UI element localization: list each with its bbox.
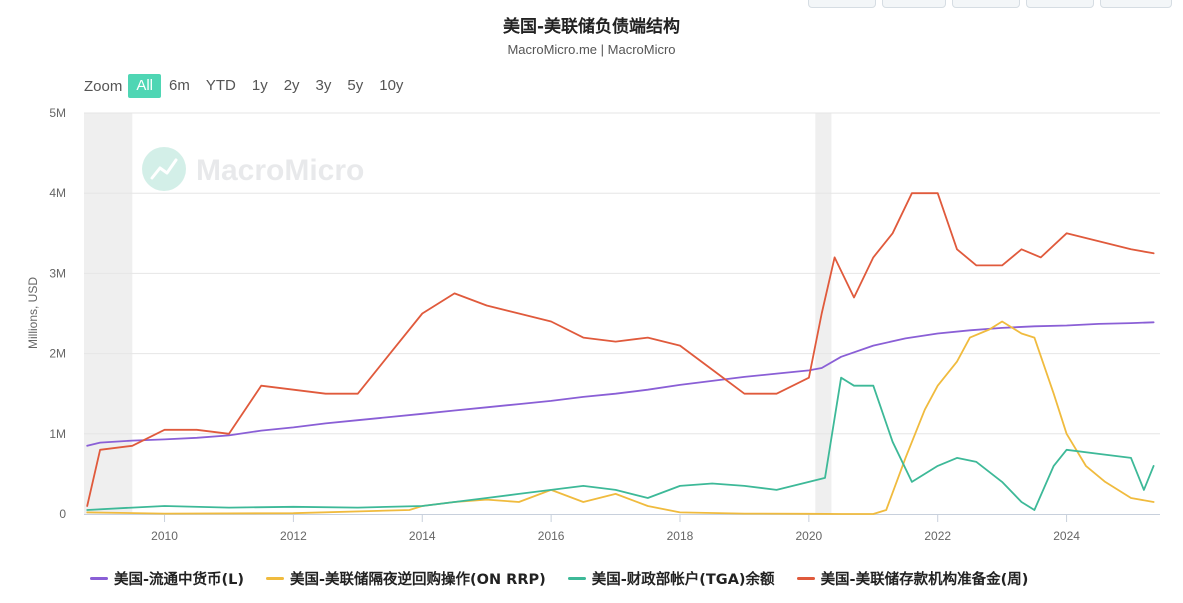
- x-tick-label-3: 2016: [538, 529, 565, 543]
- x-tick-label-5: 2020: [795, 529, 822, 543]
- series-line-2: [86, 376, 1155, 511]
- chart-title: 美国-美联储负债端结构: [502, 17, 681, 37]
- zoom-label: Zoom: [84, 77, 123, 95]
- y-tick-label-4: 4M: [49, 186, 66, 200]
- series-line-3: [86, 192, 1155, 507]
- zoom-button-6m[interactable]: 6m: [169, 77, 190, 94]
- top-toolbar-button-4[interactable]: [1026, 0, 1094, 8]
- x-tick-label-4: 2018: [667, 529, 694, 543]
- legend-label-on-rrp: 美国-美联储隔夜逆回购操作(ON RRP): [290, 571, 546, 588]
- watermark-text: MacroMicro: [196, 154, 364, 187]
- x-tick-label-1: 2012: [280, 529, 307, 543]
- legend-label-currency: 美国-流通中货币(L): [114, 571, 245, 588]
- top-toolbar-button-3[interactable]: [952, 0, 1020, 8]
- legend-label-reserves: 美国-美联储存款机构准备金(周): [820, 571, 1029, 588]
- y-tick-label-1: 1M: [49, 427, 66, 441]
- legend-item-on-rrp[interactable]: 美国-美联储隔夜逆回购操作(ON RRP): [266, 568, 546, 589]
- y-tick-label-2: 2M: [49, 347, 66, 361]
- watermark-trend-icon: [150, 158, 178, 180]
- y-tick-label-3: 3M: [49, 266, 66, 280]
- zoom-button-2y[interactable]: 2y: [283, 77, 300, 94]
- y-tick-label-0: 0: [59, 507, 66, 521]
- legend-item-currency[interactable]: 美国-流通中货币(L): [90, 568, 244, 589]
- legend-swatch-on-rrp: [266, 576, 285, 580]
- y-axis-label: Millions, USD: [26, 277, 40, 349]
- legend-swatch-tga: [567, 576, 586, 580]
- x-tick-label-2: 2014: [409, 529, 436, 543]
- zoom-button-ytd[interactable]: YTD: [205, 77, 236, 94]
- zoom-button-3y[interactable]: 3y: [315, 77, 332, 94]
- zoom-button-5y[interactable]: 5y: [347, 77, 364, 94]
- grid-lines: [84, 112, 1160, 435]
- legend-item-reserves[interactable]: 美国-美联储存款机构准备金(周): [796, 568, 1029, 589]
- zoom-button-1y[interactable]: 1y: [251, 77, 268, 94]
- legend-label-tga: 美国-财政部帐户(TGA)余额: [591, 571, 775, 588]
- zoom-button-10y[interactable]: 10y: [379, 77, 404, 94]
- legend: 美国-流通中货币(L) 美国-美联储隔夜逆回购操作(ON RRP) 美国-财政部…: [90, 568, 1050, 588]
- watermark-logo-icon: [142, 147, 186, 191]
- chart-subtitle: MacroMicro.me | MacroMicro: [507, 42, 676, 57]
- series-line-0: [86, 321, 1155, 447]
- x-tick-label-0: 2010: [151, 529, 178, 543]
- zoom-bar: Zoom All 6m YTD 1y 2y 3y 5y 10y: [84, 74, 411, 98]
- watermark: MacroMicro: [142, 147, 364, 191]
- series-line-1: [86, 320, 1155, 515]
- legend-swatch-currency: [90, 576, 108, 580]
- y-tick-label-5: 5M: [49, 106, 66, 120]
- shaded-period-1: [815, 113, 832, 514]
- legend-item-tga[interactable]: 美国-财政部帐户(TGA)余额: [567, 568, 775, 589]
- top-toolbar-button-1[interactable]: [808, 0, 876, 8]
- top-toolbar-button-2[interactable]: [882, 0, 946, 8]
- shaded-period-0: [84, 113, 133, 514]
- x-tick-label-7: 2024: [1053, 529, 1080, 543]
- top-toolbar-button-5[interactable]: [1100, 0, 1172, 8]
- series-lines: [86, 192, 1155, 515]
- line-chart: MacroMicro 0 1M 2M 3M 4M 5M 2010 2012 2014 2016 20…: [26, 106, 1160, 543]
- x-tick-label-6: 2022: [924, 529, 951, 543]
- legend-swatch-reserves: [796, 576, 815, 580]
- zoom-button-all[interactable]: All: [128, 74, 162, 98]
- axes: 0 1M 2M 3M 4M 5M 2010 2012 2014 2016 2018 2020 2022 2…: [49, 106, 1160, 543]
